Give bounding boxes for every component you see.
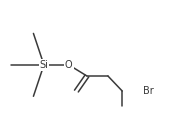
Text: Br: Br xyxy=(143,86,154,96)
Text: Si: Si xyxy=(40,60,48,70)
Text: O: O xyxy=(65,60,73,70)
